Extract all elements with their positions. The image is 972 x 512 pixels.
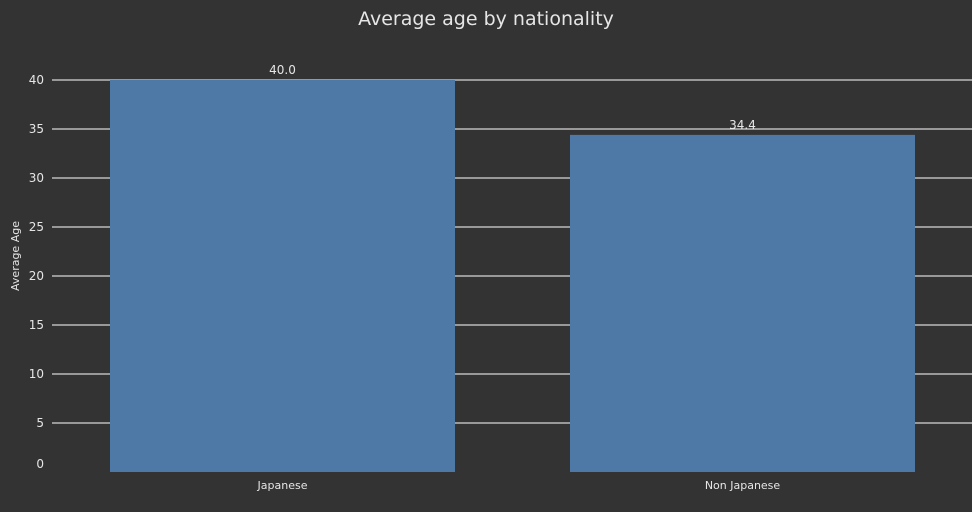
y-tick-label: 20	[29, 269, 44, 283]
y-tick-label: 35	[29, 122, 44, 136]
chart-title: Average age by nationality	[358, 8, 614, 30]
y-tick-label: 10	[29, 367, 44, 381]
y-tick-label: 15	[29, 318, 44, 332]
y-tick-label: 25	[29, 220, 44, 234]
bars	[110, 80, 915, 472]
labels: 0 5 10 15 20 25 30 35 40 40.0 Japanese 34.4 Non Japa…	[29, 63, 781, 492]
y-tick-label: 0	[36, 457, 44, 471]
y-axis-title: Average Age	[9, 221, 22, 291]
y-tick-label: 30	[29, 171, 44, 185]
bar-japanese[interactable]	[110, 80, 455, 472]
y-tick-label: 40	[29, 73, 44, 87]
x-category-label: Japanese	[257, 479, 308, 492]
data-label: 40.0	[269, 63, 296, 77]
bar-non-japanese[interactable]	[570, 134, 915, 472]
x-category-label: Non Japanese	[705, 479, 781, 492]
y-tick-label: 5	[36, 416, 44, 430]
data-label: 34.4	[729, 118, 756, 132]
